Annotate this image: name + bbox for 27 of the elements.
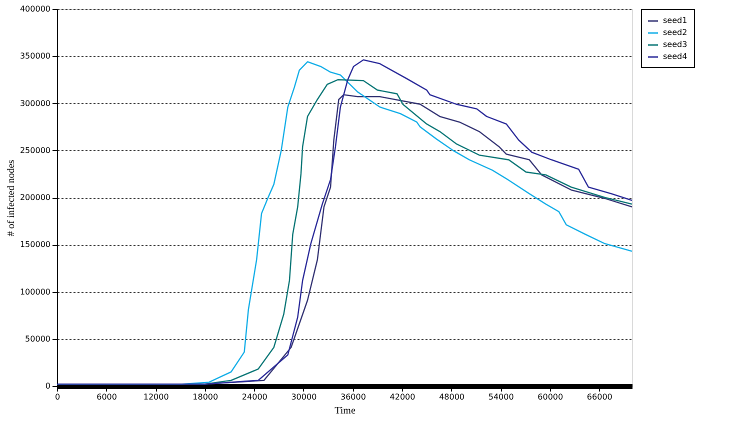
x-tick-label: 36000 — [340, 392, 366, 402]
legend-label: seed3 — [663, 40, 688, 49]
x-tick-label: 48000 — [439, 392, 465, 402]
y-tick-label: 50000 — [25, 334, 50, 344]
y-tick-label: 400000 — [20, 4, 50, 14]
y-tick-label: 350000 — [20, 52, 50, 61]
legend-label: seed1 — [663, 16, 688, 25]
y-tick-label: 200000 — [20, 193, 50, 202]
x-tick-label: 54000 — [488, 392, 514, 402]
y-tick-label: 150000 — [20, 240, 50, 250]
legend-label: seed2 — [663, 28, 688, 37]
x-tick-label: 24000 — [242, 392, 268, 402]
x-axis-title: Time — [334, 406, 356, 416]
x-tick-label: 0 — [54, 392, 60, 402]
legend-label: seed4 — [663, 52, 688, 61]
y-tick-label: 100000 — [20, 287, 50, 296]
x-tick-label: 42000 — [390, 392, 416, 402]
x-tick-label: 18000 — [192, 392, 218, 402]
y-axis-title: # of infected nodes — [6, 160, 17, 236]
y-tick-label: 0 — [45, 382, 50, 390]
x-tick-label: 6000 — [96, 392, 117, 402]
y-tick-label: 300000 — [20, 98, 50, 108]
x-tick-label: 60000 — [538, 392, 564, 402]
y-tick-label: 250000 — [20, 146, 50, 155]
x-tick-label: 66000 — [586, 392, 612, 402]
x-tick-label: 30000 — [291, 392, 317, 402]
x-tick-label: 12000 — [143, 392, 169, 402]
